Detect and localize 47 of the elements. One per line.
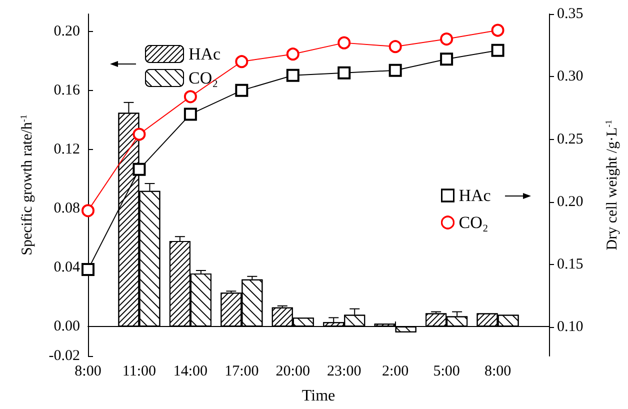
x-tick-label: 14:00 bbox=[173, 364, 208, 380]
x-tick-label: 23:00 bbox=[327, 364, 362, 380]
point bbox=[132, 128, 146, 141]
point bbox=[82, 263, 94, 276]
x-tick-label: 8:00 bbox=[74, 364, 102, 380]
y-tick-label: 0.20 bbox=[54, 24, 80, 40]
y-tick-label: 0.00 bbox=[54, 318, 80, 335]
y2-tick-label: 0.15 bbox=[557, 256, 584, 273]
point bbox=[184, 108, 197, 121]
point bbox=[286, 48, 300, 61]
y2-tick-label: 0.25 bbox=[557, 131, 584, 148]
point bbox=[235, 55, 248, 68]
y2-tick-label: 0.30 bbox=[557, 68, 584, 85]
point bbox=[82, 204, 94, 218]
point bbox=[440, 32, 454, 46]
point bbox=[184, 90, 197, 104]
x-tick-label: 20:00 bbox=[276, 364, 310, 380]
legend-label: HAc bbox=[188, 44, 222, 64]
point bbox=[235, 84, 248, 97]
point bbox=[491, 24, 504, 37]
x-tick-label: 11:00 bbox=[122, 364, 156, 380]
point bbox=[440, 52, 454, 66]
y-tick-label: 0.16 bbox=[54, 82, 80, 99]
legend-label: CO₂ bbox=[458, 213, 488, 232]
y-tick-label: 0.12 bbox=[54, 142, 80, 158]
y-tick-label: 0.08 bbox=[54, 200, 80, 217]
point bbox=[388, 64, 402, 77]
point bbox=[132, 162, 146, 176]
y2-axis-title: Dry cell weight /g·L-1 bbox=[604, 120, 620, 250]
y2-tick-label: 0.10 bbox=[557, 319, 584, 336]
x-tick-label: 17:00 bbox=[224, 364, 259, 380]
point bbox=[286, 68, 300, 82]
legend-label: HAc bbox=[458, 186, 492, 205]
x-axis-title: Time bbox=[302, 388, 336, 404]
x-tick-label: 2:00 bbox=[382, 364, 409, 380]
point bbox=[338, 36, 351, 50]
x-tick-label: 8:00 bbox=[484, 364, 512, 380]
legend-label: CO₂ bbox=[188, 68, 218, 88]
y-tick-label: -0.02 bbox=[48, 348, 80, 364]
point bbox=[388, 40, 402, 54]
point bbox=[338, 66, 351, 80]
y-axis-title: Specific growth rate/h-1 bbox=[18, 114, 36, 256]
y-tick-label: 0.04 bbox=[54, 260, 80, 276]
x-tick-label: 5:00 bbox=[433, 364, 460, 380]
y2-tick-label: 0.35 bbox=[557, 6, 584, 22]
point bbox=[491, 44, 504, 57]
y2-tick-label: 0.20 bbox=[557, 194, 584, 210]
